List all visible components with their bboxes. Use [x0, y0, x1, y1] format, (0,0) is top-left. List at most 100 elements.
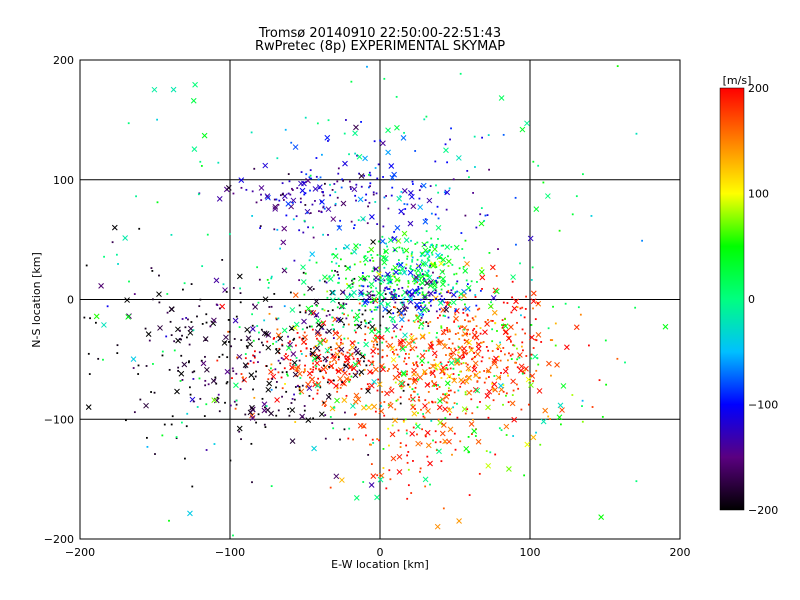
scatter-cross	[478, 220, 485, 227]
scatter-dot	[366, 383, 369, 386]
scatter-dot	[521, 306, 524, 309]
scatter-dot	[358, 284, 361, 287]
scatter-dot	[480, 267, 483, 269]
scatter-cross	[263, 330, 270, 337]
scatter-cross	[458, 291, 464, 297]
scatter-dot	[292, 366, 295, 369]
scatter-dot	[455, 272, 458, 275]
scatter-cross	[204, 366, 210, 373]
scatter-cross	[201, 132, 208, 139]
scatter-dot	[324, 405, 326, 407]
scatter-cross	[362, 299, 369, 306]
scatter-cross	[289, 307, 296, 313]
scatter-dot	[391, 424, 394, 427]
scatter-dot	[365, 364, 368, 367]
scatter-dot	[408, 353, 410, 355]
scatter-cross	[274, 397, 280, 403]
scatter-dot	[434, 376, 436, 378]
scatter-dot	[239, 301, 242, 304]
scatter-dot	[299, 197, 302, 200]
scatter-dot	[532, 347, 535, 349]
scatter-dot	[354, 331, 357, 334]
scatter-cross	[305, 305, 312, 312]
scatter-dot	[535, 431, 537, 434]
scatter-dot	[374, 327, 377, 330]
scatter-dot	[206, 233, 209, 236]
scatter-dot	[421, 273, 424, 276]
scatter-dot	[492, 388, 494, 391]
scatter-dot	[411, 256, 414, 259]
scatter-dot	[261, 397, 264, 400]
scatter-cross	[473, 334, 480, 341]
scatter-dot	[198, 305, 201, 308]
scatter-dot	[388, 469, 391, 472]
scatter-dot	[273, 293, 276, 295]
scatter-dot	[325, 314, 328, 317]
scatter-dot	[186, 336, 188, 339]
scatter-dot	[340, 352, 343, 355]
scatter-dot	[248, 331, 251, 334]
scatter-dot	[378, 298, 381, 301]
scatter-cross	[463, 338, 470, 345]
scatter-dot	[291, 201, 294, 204]
colorbar-tick-label: 0	[748, 293, 755, 306]
scatter-dot	[468, 176, 470, 179]
scatter-dot	[440, 244, 443, 247]
scatter-cross	[101, 322, 107, 328]
scatter-dot	[89, 317, 91, 320]
scatter-dot	[182, 288, 184, 291]
scatter-dot	[265, 365, 268, 367]
scatter-dot	[205, 321, 208, 324]
scatter-cross	[424, 270, 430, 277]
scatter-dot	[458, 327, 461, 330]
scatter-dot	[288, 180, 291, 183]
scatter-dot	[453, 347, 456, 350]
scatter-dot	[334, 269, 336, 272]
scatter-dot	[354, 248, 357, 251]
scatter-dot	[536, 357, 539, 360]
scatter-dot	[326, 381, 329, 384]
scatter-dot	[577, 306, 580, 309]
scatter-cross	[248, 372, 255, 379]
scatter-dot	[422, 336, 425, 339]
scatter-cross	[486, 388, 493, 395]
scatter-dot	[158, 301, 161, 304]
scatter-cross	[325, 394, 332, 400]
scatter-dot	[226, 381, 229, 383]
scatter-dot	[251, 190, 254, 193]
scatter-dot	[133, 411, 136, 414]
scatter-dot	[249, 360, 252, 362]
scatter-dot	[363, 360, 365, 363]
scatter-dot	[333, 183, 336, 185]
scatter-dot	[398, 376, 400, 378]
scatter-dot	[391, 275, 394, 278]
scatter-dot	[350, 188, 352, 190]
scatter-dot	[411, 268, 414, 271]
scatter-cross	[465, 365, 472, 372]
scatter-dot	[308, 395, 311, 397]
scatter-dot	[341, 342, 344, 345]
scatter-dot	[335, 262, 338, 265]
scatter-cross	[415, 263, 422, 269]
scatter-dot	[138, 227, 141, 230]
scatter-dot	[416, 314, 419, 317]
scatter-dot	[280, 376, 283, 379]
scatter-dot	[200, 359, 203, 362]
scatter-dot	[277, 203, 280, 206]
scatter-dot	[377, 278, 380, 281]
scatter-dot	[411, 388, 414, 391]
scatter-dot	[490, 301, 492, 304]
scatter-cross	[353, 347, 360, 354]
scatter-cross	[192, 81, 198, 88]
scatter-cross	[472, 360, 479, 367]
scatter-cross	[462, 331, 468, 337]
scatter-cross	[418, 321, 425, 327]
scatter-dot	[491, 382, 494, 385]
scatter-dot	[442, 507, 445, 510]
scatter-dot	[362, 292, 365, 295]
scatter-dot	[381, 341, 384, 344]
scatter-dot	[381, 391, 384, 393]
scatter-dot	[405, 291, 408, 294]
scatter-cross	[383, 248, 389, 255]
